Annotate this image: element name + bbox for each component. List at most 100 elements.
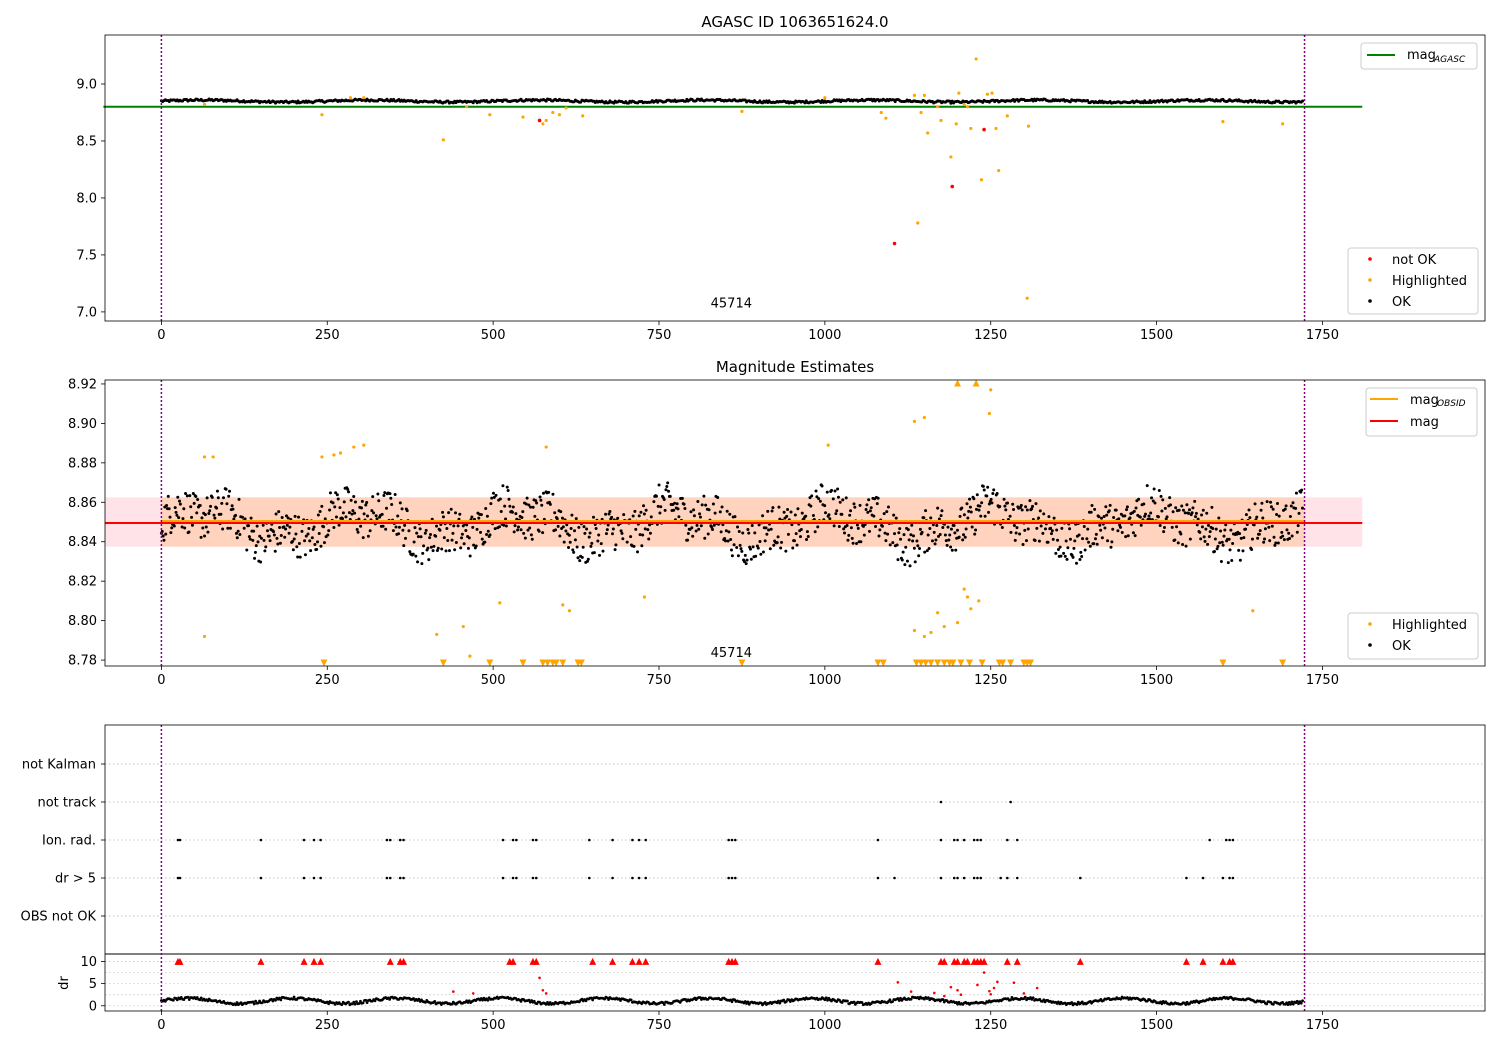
ok-point <box>652 500 656 504</box>
ok-point <box>1173 538 1177 542</box>
ok-point <box>249 516 253 520</box>
ok-point <box>259 560 263 564</box>
flag-point <box>402 838 405 842</box>
flag-point <box>611 876 614 880</box>
ok-point <box>929 516 933 520</box>
flag-point <box>979 838 983 842</box>
flag-point <box>939 800 943 804</box>
ok-point <box>1162 526 1166 530</box>
y-tick-label: 8.80 <box>68 614 97 629</box>
ok-point <box>256 540 260 544</box>
ok-point <box>809 504 813 508</box>
ok-point <box>337 523 341 527</box>
dr-point <box>941 998 945 1001</box>
ok-point <box>631 514 635 518</box>
ok-point <box>748 547 752 551</box>
ok-point <box>1063 554 1067 558</box>
ok-point <box>165 504 169 508</box>
ok-point <box>273 549 277 553</box>
highlighted-point <box>1025 296 1029 300</box>
ok-point <box>702 494 706 498</box>
ok-point <box>272 530 276 534</box>
highlighted-below-range-marker <box>940 659 948 667</box>
dr-point <box>186 995 190 999</box>
x-tick-label: 0 <box>157 328 165 343</box>
ok-point <box>718 510 722 514</box>
ok-point <box>1149 511 1153 515</box>
ok-point <box>874 525 878 529</box>
ok-point <box>1028 499 1032 503</box>
ok-point <box>641 533 645 537</box>
ok-point <box>181 517 185 521</box>
ok-point <box>560 516 564 520</box>
not-ok-point <box>950 184 955 189</box>
ok-point <box>925 549 929 553</box>
ok-point <box>830 488 834 492</box>
ok-point <box>827 513 831 517</box>
ok-point <box>231 507 235 511</box>
ok-point <box>573 538 577 542</box>
ok-point <box>336 497 340 501</box>
ok-point <box>1087 540 1091 544</box>
ok-point <box>668 494 672 498</box>
ok-point <box>789 510 793 514</box>
highlighted-point <box>936 105 940 109</box>
ok-point <box>1163 506 1167 510</box>
ok-point <box>1193 499 1197 503</box>
highlighted-below-range-marker <box>519 659 527 667</box>
ok-point <box>1088 544 1092 548</box>
ok-point <box>799 528 803 532</box>
ok-point <box>837 525 841 529</box>
dr-point <box>899 996 902 1000</box>
ok-point <box>1131 531 1135 535</box>
x-tick-label: 500 <box>481 673 506 688</box>
ok-point <box>779 546 783 550</box>
dr-point <box>260 1001 264 1005</box>
x-tick-label: 1250 <box>974 673 1007 688</box>
flag-point <box>1224 838 1228 842</box>
ok-point <box>462 542 466 546</box>
ok-point <box>991 491 995 495</box>
ok-point <box>680 496 684 500</box>
ok-point <box>953 531 957 535</box>
ok-point <box>1095 542 1099 546</box>
ok-point <box>382 493 386 497</box>
ok-point <box>178 502 182 506</box>
ok-point <box>485 514 489 518</box>
highlighted-point <box>1005 114 1009 118</box>
ok-point <box>420 562 424 566</box>
ok-point <box>968 505 972 509</box>
ok-point <box>936 506 940 510</box>
ok-point <box>303 553 307 557</box>
ok-point <box>294 532 298 536</box>
x-tick-label: 500 <box>481 328 506 343</box>
ok-point <box>620 531 624 535</box>
ok-point <box>855 523 859 527</box>
dr-point <box>629 998 633 1002</box>
ok-point <box>208 509 212 513</box>
flag-point <box>730 838 734 842</box>
ok-point <box>1064 539 1068 543</box>
ok-point <box>441 515 445 519</box>
ok-point <box>640 544 644 548</box>
ok-point <box>521 510 525 514</box>
x-tick-label: 1500 <box>1140 673 1173 688</box>
ok-point <box>489 502 493 506</box>
flag-point <box>1015 876 1019 880</box>
dr-point <box>450 1002 454 1006</box>
dr-point <box>1023 995 1027 999</box>
dr-clipped-marker <box>940 957 948 965</box>
dr-point <box>778 1001 782 1005</box>
ok-point <box>1125 505 1129 509</box>
ok-point <box>1117 517 1121 521</box>
ok-point <box>454 540 458 544</box>
highlighted-point <box>979 178 984 182</box>
ok-point <box>258 534 262 538</box>
ok-point <box>654 494 658 498</box>
ok-point <box>1078 557 1082 561</box>
ok-point <box>444 549 448 553</box>
ok-point <box>1283 507 1287 511</box>
dr-point <box>662 1003 666 1006</box>
ok-point <box>1116 529 1120 533</box>
highlighted-point <box>965 595 970 599</box>
